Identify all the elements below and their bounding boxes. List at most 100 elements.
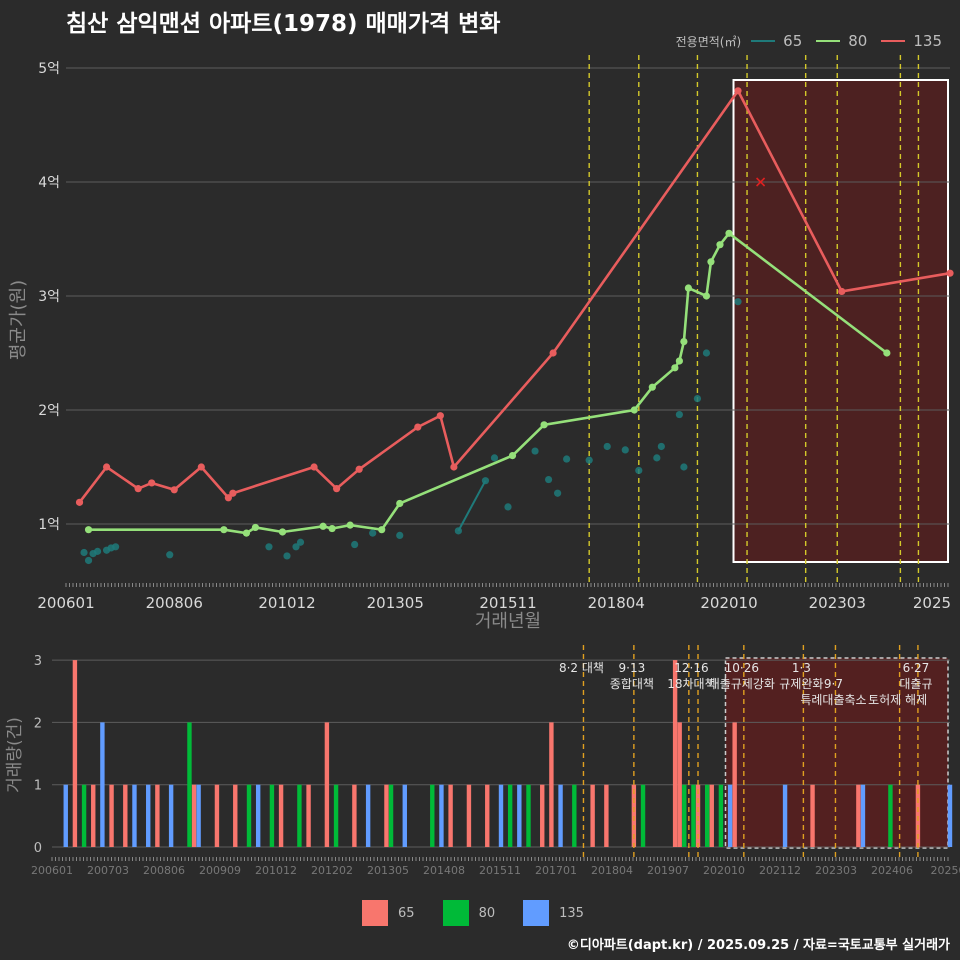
data-point-65 xyxy=(481,477,490,485)
bar-80 xyxy=(430,784,435,847)
bar-80 xyxy=(269,784,275,847)
y-tick-label: 4억 xyxy=(38,175,60,191)
data-point-65 xyxy=(702,349,711,357)
highlight-box xyxy=(724,657,949,849)
policy-annotation: 10·26 xyxy=(725,661,759,675)
policy-annotation: 종합대책 xyxy=(610,676,654,691)
data-point-135 xyxy=(436,412,444,420)
legend-item-80: 80 xyxy=(816,32,867,50)
data-point-135 xyxy=(946,269,954,277)
data-point-80 xyxy=(396,499,404,508)
data-point-80 xyxy=(707,258,715,266)
bar-65 xyxy=(709,784,714,847)
data-point-65 xyxy=(504,503,512,511)
legend-bottom-item-80: 80 xyxy=(442,900,496,926)
y-tick-label: 3억 xyxy=(38,289,60,305)
bar-65 xyxy=(810,784,815,847)
bar-65 xyxy=(233,784,238,847)
bar-65 xyxy=(590,784,595,847)
bar-135 xyxy=(727,784,733,847)
x-tick-label: 202303 xyxy=(809,594,866,612)
legend-item-135: 135 xyxy=(881,32,942,50)
data-point-65 xyxy=(621,446,629,454)
legend-swatch-65 xyxy=(362,900,389,926)
x-tick-label: 201202 xyxy=(311,864,353,877)
data-point-80 xyxy=(346,521,354,529)
data-point-135 xyxy=(134,485,142,493)
data-point-65 xyxy=(680,463,688,471)
bar-80 xyxy=(333,784,339,847)
y-tick-label: 2억 xyxy=(38,403,60,419)
x-tick-label: 201804 xyxy=(591,864,633,877)
bar-135 xyxy=(132,784,137,847)
bar-80 xyxy=(81,784,87,847)
bar-65 xyxy=(306,784,311,847)
data-point-80 xyxy=(540,421,548,429)
x-tick-label: 201305 xyxy=(367,864,409,877)
cancel-marker xyxy=(756,177,766,187)
data-point-80 xyxy=(702,292,711,300)
data-point-65 xyxy=(657,442,665,451)
data-point-80 xyxy=(648,383,656,391)
bar-80 xyxy=(682,784,687,847)
x-tick-label: 200806 xyxy=(143,864,185,877)
data-point-65 xyxy=(653,454,661,462)
bar-135 xyxy=(558,784,563,847)
bar-135 xyxy=(255,784,261,847)
data-point-65 xyxy=(490,454,499,462)
bar-65 xyxy=(677,722,682,847)
policy-annotation: 대출규 xyxy=(899,677,932,691)
data-point-135 xyxy=(229,489,237,497)
data-point-65 xyxy=(454,527,462,535)
data-point-80 xyxy=(680,338,688,346)
y-tick-label: 2 xyxy=(34,716,42,731)
policy-annotation: 9·13 xyxy=(619,661,646,675)
data-point-65 xyxy=(585,456,593,464)
policy-annotation: 12·16 xyxy=(674,661,708,675)
legend-swatch-135 xyxy=(523,900,550,926)
data-point-65 xyxy=(544,475,553,484)
x-tick-label: 201012 xyxy=(255,864,297,877)
data-point-80 xyxy=(630,406,638,414)
bar-80 xyxy=(718,784,724,847)
policy-annotation: 6·27 xyxy=(903,661,930,675)
x-tick-label: 20250 xyxy=(931,864,960,877)
bar-80 xyxy=(297,784,302,847)
bar-80 xyxy=(572,784,577,847)
data-point-65 xyxy=(112,543,120,551)
bar-65 xyxy=(214,784,220,847)
legend-item-65: 65 xyxy=(751,32,802,50)
bar-65 xyxy=(384,784,389,847)
data-point-65 xyxy=(265,543,273,551)
bar-80 xyxy=(888,784,893,847)
y-tick-label: 5억 xyxy=(38,61,60,77)
policy-annotation: 규제완화 xyxy=(779,677,823,691)
data-point-135 xyxy=(734,87,742,95)
legend-label-135: 135 xyxy=(913,32,942,50)
y-tick-label: 1억 xyxy=(38,517,60,533)
price-line-chart: 1억 2억 3억 4억 5억 200601 200806 201012 201305 201511… xyxy=(8,55,954,632)
legend-swatch-80 xyxy=(442,900,469,926)
legend-bottom-label-80: 80 xyxy=(478,905,496,921)
data-point-80 xyxy=(671,364,679,372)
data-point-80 xyxy=(508,452,517,460)
volume-legend: 65 80 135 xyxy=(0,900,960,926)
x-tick-label: 200703 xyxy=(87,864,129,877)
data-point-65 xyxy=(563,455,571,463)
bar-65 xyxy=(123,784,128,847)
area-legend: 전용면적(㎡) 65 80 135 xyxy=(676,32,950,50)
bar-80 xyxy=(388,784,394,847)
x-tick-label: 201804 xyxy=(588,594,645,612)
x-tick-label: 201907 xyxy=(647,864,689,877)
chart-title: 침산 삼익맨션 아파트(1978) 매매가격 변화 xyxy=(66,11,501,37)
legend-bottom-label-65: 65 xyxy=(398,905,415,921)
data-point-135 xyxy=(148,479,156,487)
bar-65 xyxy=(695,784,701,847)
data-point-80 xyxy=(725,229,733,237)
data-point-65 xyxy=(635,466,643,475)
bar-65 xyxy=(856,784,861,847)
data-point-80 xyxy=(278,528,287,536)
data-point-135 xyxy=(75,498,84,506)
bar-135 xyxy=(860,784,866,847)
data-point-80 xyxy=(378,526,386,534)
